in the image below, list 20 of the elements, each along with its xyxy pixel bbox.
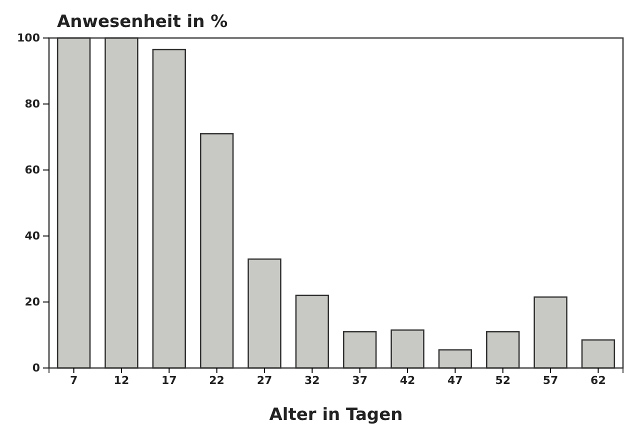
y-tick-label: 60: [24, 164, 40, 177]
x-tick-label: 22: [209, 374, 224, 387]
x-tick-label: 57: [542, 374, 558, 387]
y-tick-label: 100: [17, 32, 40, 45]
x-tick-label: 42: [400, 374, 416, 387]
y-tick-label: 0: [32, 362, 40, 375]
x-tick-label: 27: [256, 374, 272, 387]
y-axis-title: Anwesenheit in %: [57, 12, 228, 32]
x-axis-title: Alter in Tagen: [269, 405, 403, 425]
y-tick-label: 80: [24, 98, 40, 111]
x-tick-label: 32: [304, 374, 320, 387]
x-tick-label: 62: [590, 374, 606, 387]
x-tick-label: 37: [352, 374, 368, 387]
x-tick-label: 7: [70, 374, 78, 387]
y-tick-label: 20: [24, 296, 40, 309]
y-tick-label: 40: [24, 230, 40, 243]
x-tick-label: 47: [448, 374, 463, 387]
x-tick-label: 52: [495, 374, 511, 387]
x-tick-label: 12: [114, 374, 130, 387]
x-tick-label: 17: [161, 374, 177, 387]
